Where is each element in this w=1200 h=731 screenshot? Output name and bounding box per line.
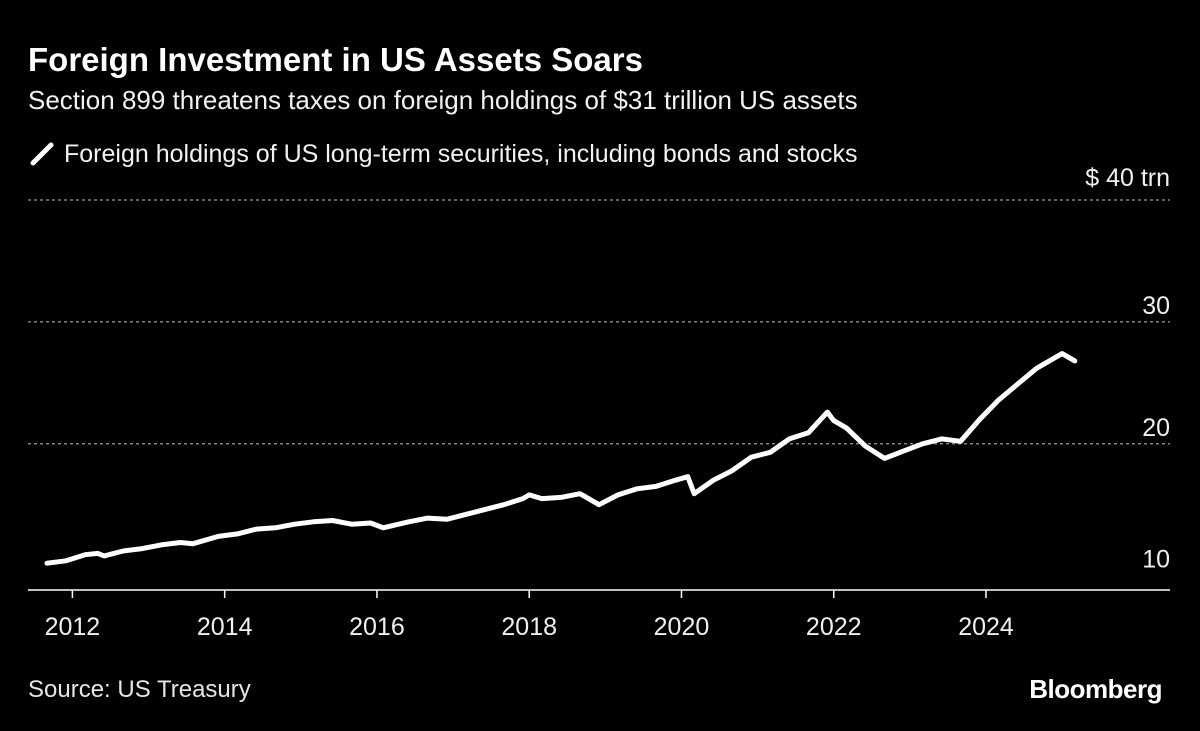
legend-label: Foreign holdings of US long-term securit… [64, 140, 858, 168]
bloomberg-logo: Bloomberg [1029, 674, 1162, 704]
legend: Foreign holdings of US long-term securit… [28, 138, 857, 170]
y-tick-label: 30 [1142, 292, 1170, 320]
x-tick-label: 2016 [349, 613, 405, 641]
x-tick-label: 2014 [197, 613, 253, 641]
x-tick-label: 2018 [501, 613, 557, 641]
legend-line-swatch-icon [30, 142, 54, 166]
y-tick-label: 20 [1142, 414, 1170, 442]
x-tick-label: 2022 [806, 613, 862, 641]
chart-subtitle: Section 899 threatens taxes on foreign h… [28, 85, 858, 115]
chart-title: Foreign Investment in US Assets Soars [28, 41, 643, 78]
series-line-foreign-holdings [44, 351, 1078, 566]
y-tick-label: 10 [1142, 546, 1170, 574]
x-tick-label: 2024 [958, 613, 1014, 641]
x-tick-label: 2012 [45, 613, 101, 641]
source-note: Source: US Treasury [28, 676, 251, 703]
x-tick-label: 2020 [654, 613, 710, 641]
y-unit-label: $ 40 trn [1085, 164, 1170, 192]
